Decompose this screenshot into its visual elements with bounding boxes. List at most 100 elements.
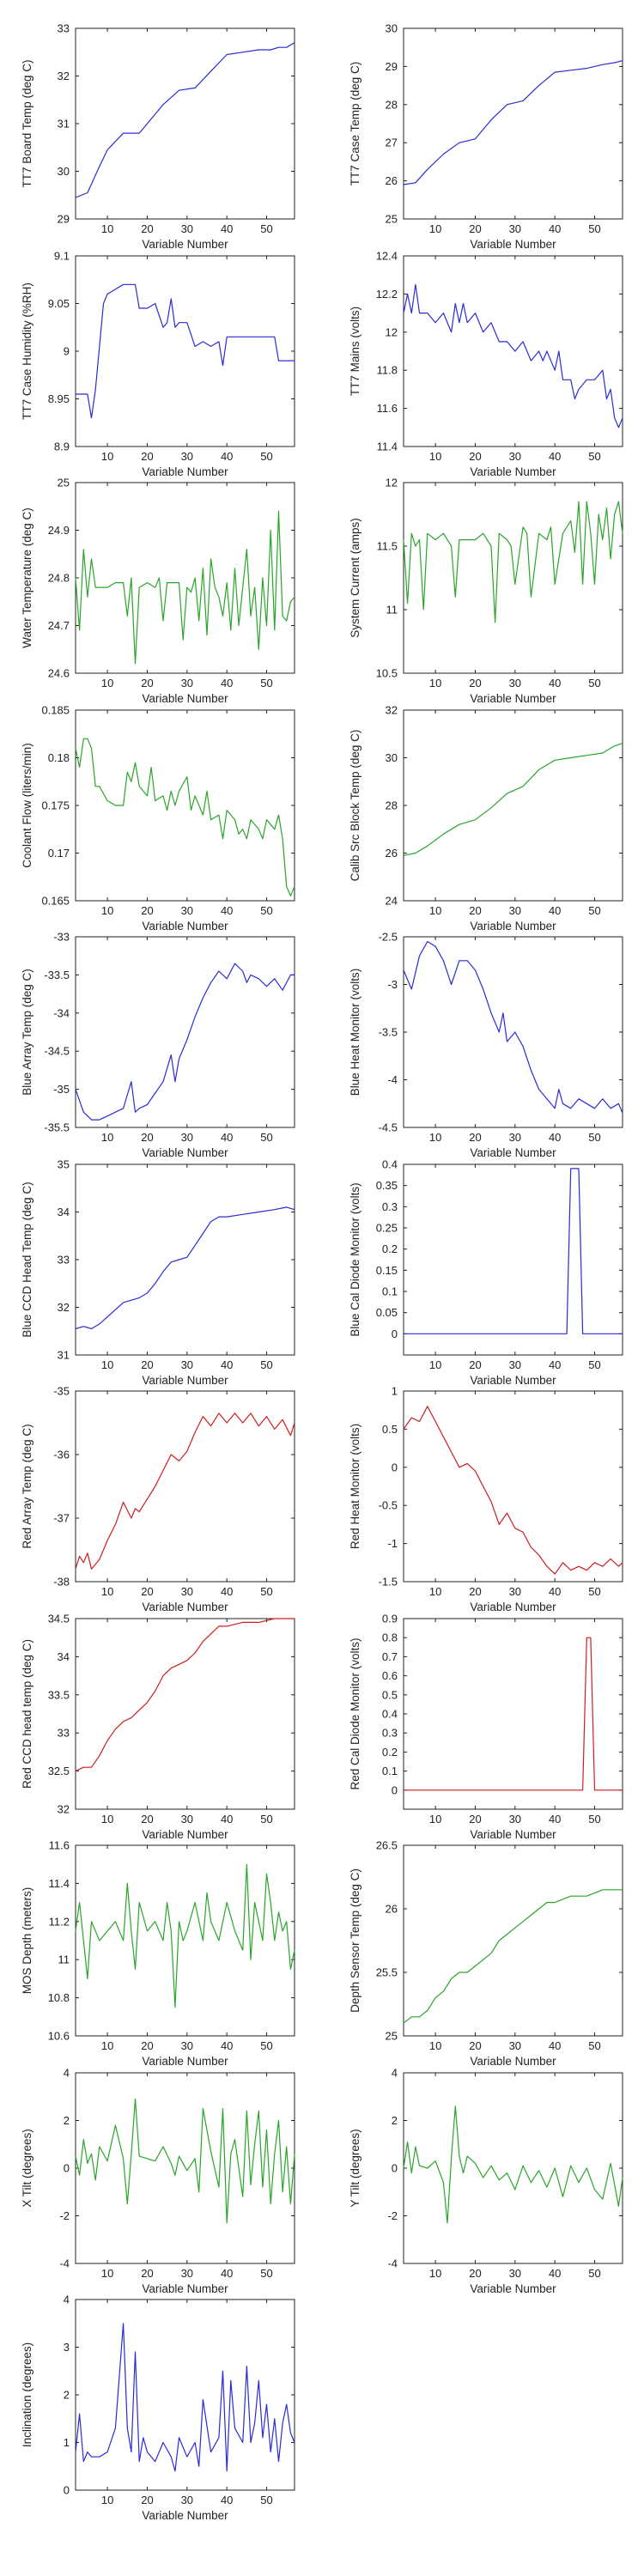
x-axis-label: Variable Number — [142, 2055, 228, 2068]
x-tick-label: 10 — [101, 677, 113, 690]
plot-frame — [75, 482, 295, 674]
x-tick-label: 50 — [260, 450, 272, 463]
y-tick-label: 1 — [64, 2436, 70, 2449]
x-tick-label: 30 — [509, 2039, 521, 2052]
chart-12: 10 20 30 40 50 0 0.05 0.1 0.15 0.2 0.25 0.3 0.35 0.4 V… — [349, 1157, 623, 1387]
y-tick-label: 11 — [386, 604, 398, 617]
x-axis-label: Variable Number — [142, 2509, 228, 2522]
y-tick-label: 32.5 — [48, 1765, 70, 1777]
x-tick-label: 20 — [141, 1358, 153, 1371]
x-tick-label: 40 — [221, 1131, 233, 1144]
series-line — [403, 60, 623, 185]
y-tick-label: 12 — [386, 325, 398, 338]
x-tick-label: 50 — [260, 2267, 272, 2280]
y-tick-label: 0.3 — [382, 1726, 398, 1739]
x-tick-label: 10 — [429, 677, 441, 690]
plot-frame — [75, 255, 295, 447]
y-tick-label: 31 — [58, 1348, 70, 1361]
y-tick-label: -4.5 — [379, 1121, 398, 1134]
y-tick-label: -38 — [53, 1576, 70, 1589]
plot-frame — [403, 27, 623, 220]
y-axis-label: TT7 Case Temp (deg C) — [349, 62, 361, 186]
x-tick-label: 40 — [221, 2267, 233, 2280]
y-tick-label: 4 — [64, 2293, 70, 2306]
plot-frame — [75, 1163, 295, 1355]
x-tick-label: 10 — [429, 2039, 441, 2052]
y-tick-label: 0.15 — [376, 1263, 398, 1276]
x-tick-label: 10 — [101, 2039, 113, 2052]
x-tick-label: 40 — [221, 904, 233, 917]
y-tick-label: 0.7 — [382, 1649, 398, 1662]
chart-panel-20: 10 20 30 40 50 -4 -2 0 2 4 Variable Number Y Tilt (… — [349, 2066, 623, 2295]
x-tick-label: 30 — [181, 2267, 193, 2280]
y-tick-label: 24.6 — [48, 667, 70, 680]
x-axis-label: Variable Number — [470, 920, 556, 933]
x-tick-label: 40 — [549, 904, 561, 917]
y-tick-label: 10.6 — [48, 2030, 70, 2043]
y-tick-label: 0.17 — [48, 847, 70, 860]
x-tick-label: 20 — [141, 222, 153, 235]
y-axis-label: Blue Array Temp (deg C) — [21, 969, 33, 1096]
y-tick-label: 0.3 — [382, 1200, 398, 1212]
y-tick-label: 33 — [58, 22, 70, 35]
y-tick-label: 31 — [58, 118, 70, 131]
plot-frame — [75, 1618, 295, 1809]
y-tick-label: 12.2 — [376, 287, 398, 300]
y-tick-label: 4 — [392, 2066, 398, 2079]
y-tick-label: 28 — [386, 98, 398, 111]
x-tick-label: 50 — [588, 1131, 600, 1144]
x-tick-label: 10 — [101, 1813, 113, 1826]
x-tick-label: 20 — [141, 677, 153, 690]
y-axis-label: Blue Cal Diode Monitor (volts) — [349, 1182, 361, 1336]
y-tick-label: -37 — [53, 1512, 70, 1525]
y-tick-label: 0.5 — [382, 1688, 398, 1701]
x-tick-label: 50 — [260, 1813, 272, 1826]
x-tick-label: 20 — [141, 1131, 153, 1144]
y-tick-label: 0.185 — [41, 703, 70, 716]
x-tick-label: 20 — [141, 2039, 153, 2052]
y-axis-label: TT7 Case Humidity (%RH) — [21, 283, 33, 420]
y-tick-label: 25 — [386, 213, 398, 226]
y-tick-label: 24.9 — [48, 524, 70, 537]
chart-panel-3: 10 20 30 40 50 8.9 8.95 9 9.05 9.1 Variable Number… — [21, 249, 295, 478]
chart-15: 10 20 30 40 50 32 32.5 33 33.5 34 34.5 Variable Num… — [21, 1612, 295, 1841]
y-tick-label: -1.5 — [379, 1576, 398, 1589]
y-tick-label: -2 — [59, 2209, 70, 2222]
y-tick-label: 0.1 — [382, 1285, 398, 1297]
y-tick-label: -35 — [53, 1385, 70, 1398]
x-tick-label: 50 — [260, 904, 272, 917]
y-tick-label: 4 — [64, 2066, 70, 2079]
y-tick-label: -33.5 — [44, 969, 70, 981]
chart-3: 10 20 30 40 50 8.9 8.95 9 9.05 9.1 Variable Number… — [21, 249, 295, 478]
x-axis-label: Variable Number — [470, 1374, 556, 1387]
x-tick-label: 10 — [101, 1585, 113, 1598]
y-tick-label: 0 — [64, 2484, 70, 2497]
x-tick-label: 40 — [549, 677, 561, 690]
y-tick-label: 35 — [58, 1157, 70, 1170]
chart-20: 10 20 30 40 50 -4 -2 0 2 4 Variable Number Y Tilt (… — [349, 2066, 623, 2295]
x-tick-label: 40 — [549, 2039, 561, 2052]
y-tick-label: 34.5 — [48, 1612, 70, 1625]
y-tick-label: -35 — [53, 1083, 70, 1096]
y-tick-label: 11.4 — [49, 1877, 70, 1890]
x-tick-label: 10 — [101, 1131, 113, 1144]
x-tick-label: 40 — [549, 222, 561, 235]
x-tick-label: 10 — [101, 1358, 113, 1371]
x-tick-label: 50 — [260, 222, 272, 235]
chart-panel-19: 10 20 30 40 50 -4 -2 0 2 4 Variable Number X Tilt (… — [21, 2066, 295, 2295]
x-tick-label: 50 — [588, 450, 600, 463]
y-tick-label: 12.4 — [376, 249, 398, 262]
y-tick-label: -0.5 — [379, 1499, 398, 1512]
y-tick-label: 0.2 — [382, 1242, 398, 1255]
y-tick-label: 30 — [58, 165, 70, 178]
y-tick-label: 25 — [58, 477, 70, 489]
x-tick-label: 40 — [221, 1813, 233, 1826]
chart-panel-13: 10 20 30 40 50 -38 -37 -36 -35 Variable Number Red… — [21, 1385, 295, 1613]
y-tick-label: 9 — [64, 344, 70, 357]
x-tick-label: 40 — [549, 1585, 561, 1598]
y-tick-label: 0.5 — [382, 1423, 398, 1436]
y-tick-label: 26 — [386, 174, 398, 187]
x-tick-label: 10 — [101, 904, 113, 917]
x-tick-label: 20 — [141, 2494, 153, 2506]
